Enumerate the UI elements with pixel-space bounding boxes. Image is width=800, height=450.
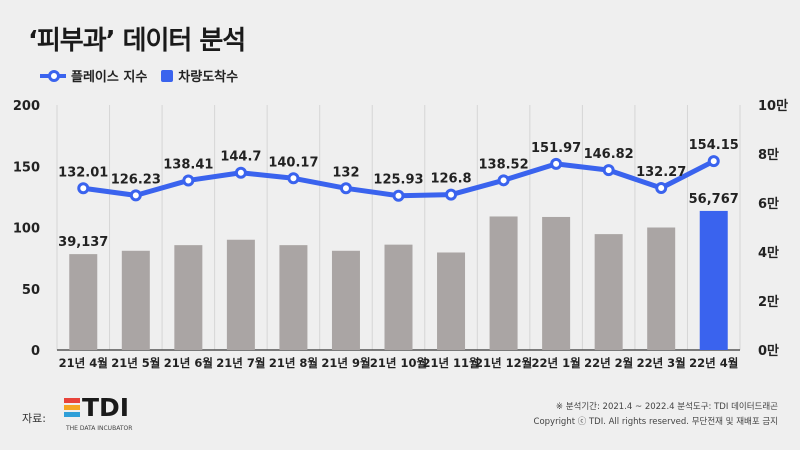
line-data-label: 132.01 <box>58 165 108 180</box>
line-data-label: 138.41 <box>163 157 213 172</box>
bar <box>331 250 360 350</box>
x-tick-label: 21년 7월 <box>216 356 265 370</box>
right-axis-tick: 2만 <box>758 294 779 310</box>
bar <box>226 239 255 350</box>
line-point <box>550 157 563 170</box>
x-tick-label: 21년 4월 <box>59 356 108 370</box>
logo-text: TDI <box>82 393 130 422</box>
bar <box>69 254 98 350</box>
line-data-label: 132.27 <box>636 165 686 180</box>
right-axis-tick: 8만 <box>758 147 779 163</box>
line-point <box>287 172 300 185</box>
legend: 플레이스 지수 차량도착수 <box>40 66 252 85</box>
copyright-note: Copyright ⓒ TDI. All rights reserved. 무단… <box>533 417 778 427</box>
line-point <box>445 188 458 201</box>
line-data-label: 126.23 <box>111 172 161 187</box>
bar <box>121 250 150 350</box>
bar-data-label: 39,137 <box>58 235 108 250</box>
left-axis-tick: 0 <box>31 344 40 359</box>
x-tick-label: 21년 12월 <box>475 356 532 370</box>
x-tick-label: 21년 11월 <box>422 356 479 370</box>
legend-bar-label: 차량도착수 <box>178 70 239 85</box>
legend-line-label: 플레이스 지수 <box>71 70 148 85</box>
x-tick-label: 22년 4월 <box>689 356 738 370</box>
footer-note: ※ 분석기간: 2021.4 ~ 2022.4 분석도구: TDI 데이터드래곤… <box>534 400 778 430</box>
line-point <box>602 164 615 177</box>
bar <box>489 216 518 350</box>
line-point <box>77 182 90 195</box>
bar <box>174 245 203 350</box>
x-tick-label: 22년 1월 <box>532 356 581 370</box>
line-point <box>655 181 668 194</box>
bar <box>279 245 308 350</box>
left-axis-tick: 200 <box>13 99 40 114</box>
legend-item-line: 플레이스 지수 <box>40 66 147 85</box>
bar <box>437 252 466 350</box>
line-data-label: 138.52 <box>478 157 528 172</box>
line-point <box>339 182 352 195</box>
line-data-label: 125.93 <box>373 173 423 188</box>
chart-svg: 0 50 100 150 200 0만 2만 4만 6만 8만 10만 39,137 56,767 21년… <box>13 98 788 370</box>
line-data-label: 151.97 <box>531 141 581 156</box>
bar <box>699 210 728 350</box>
bar <box>647 227 676 350</box>
bar <box>384 244 413 350</box>
line-data-label: 146.82 <box>584 147 634 162</box>
source-label: 자료: <box>22 412 46 425</box>
bar <box>594 234 623 350</box>
line-marker-icon <box>40 69 66 82</box>
legend-item-bar: 차량도착수 <box>161 66 238 85</box>
line-point <box>497 174 510 187</box>
logo-bars-icon <box>64 398 80 419</box>
left-axis-tick: 50 <box>22 283 40 298</box>
line-data-label: 144.7 <box>220 150 261 165</box>
line-data-label: 154.15 <box>689 138 739 153</box>
line-point <box>129 189 142 202</box>
right-axis-tick: 4만 <box>758 245 779 261</box>
bar-square-icon <box>161 69 174 82</box>
line-data-label: 140.17 <box>268 155 318 170</box>
right-axis-tick: 6만 <box>758 196 779 212</box>
logo-subtext: THE DATA INCUBATOR <box>66 425 133 432</box>
left-axis-tick: 100 <box>13 222 40 237</box>
line-point <box>392 189 405 202</box>
line-point <box>234 166 247 179</box>
right-axis-tick: 0만 <box>758 343 779 359</box>
x-tick-label: 21년 10월 <box>370 356 427 370</box>
line-data-label: 126.8 <box>430 172 471 187</box>
chart-title: ‘피부과’ 데이터 분석 <box>28 26 246 56</box>
line-data-label: 132 <box>332 165 359 180</box>
line-point <box>182 174 195 187</box>
x-tick-label: 22년 2월 <box>584 356 633 370</box>
period-note: ※ 분석기간: 2021.4 ~ 2022.4 분석도구: TDI 데이터드래곤 <box>555 402 778 412</box>
left-axis-tick: 150 <box>13 160 40 175</box>
bar-data-label: 56,767 <box>689 192 739 207</box>
x-tick-label: 21년 5월 <box>111 356 160 370</box>
line-point <box>707 155 720 168</box>
x-tick-label: 21년 9월 <box>321 356 370 370</box>
x-tick-label: 21년 6월 <box>164 356 213 370</box>
x-tick-label: 22년 3월 <box>637 356 686 370</box>
right-axis-tick: 10만 <box>758 98 788 114</box>
x-tick-label: 21년 8월 <box>269 356 318 370</box>
bar <box>542 216 571 350</box>
